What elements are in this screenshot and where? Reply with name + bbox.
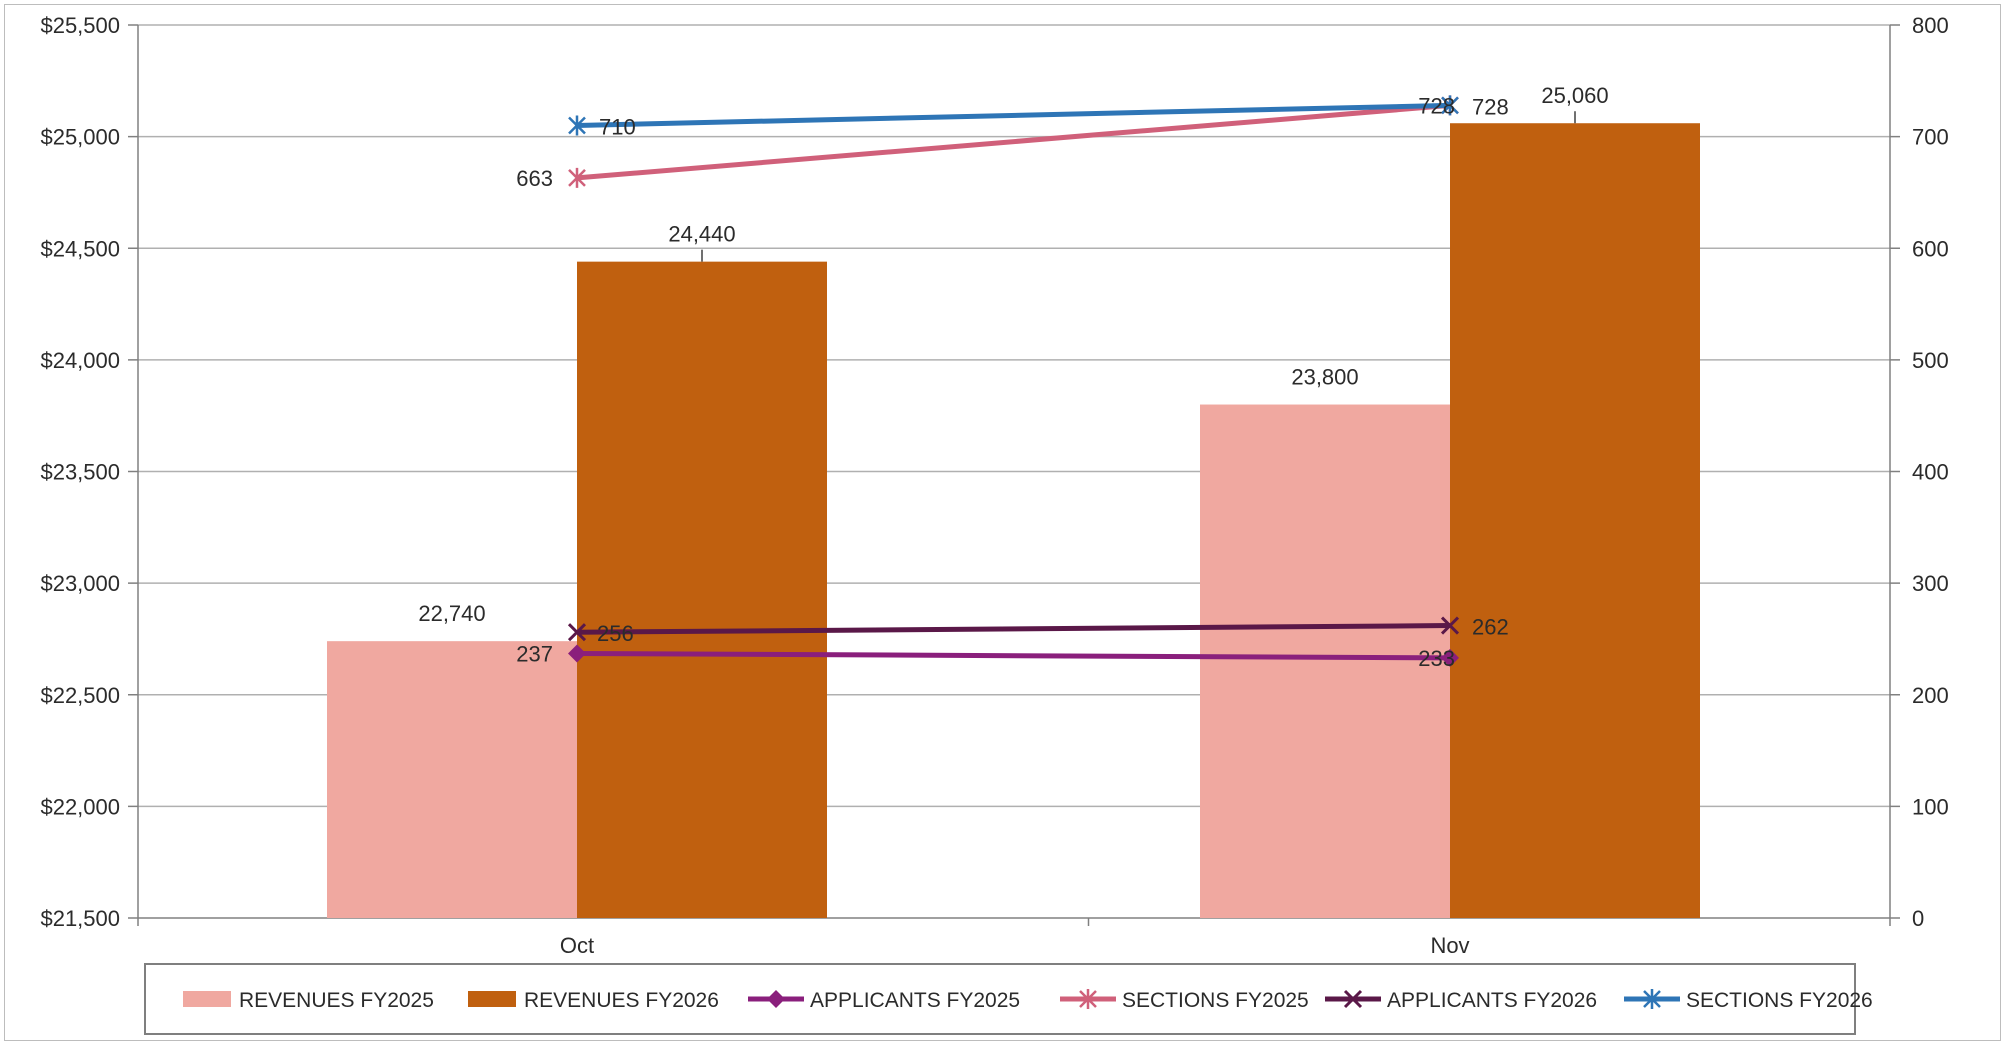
bar-value-label: 23,800 [1291,365,1358,390]
line-value-label: 663 [516,166,553,191]
axes: $21,500 $22,000 $22,500 $23,000 $23,500 $24,0… [40,13,1948,958]
bar [577,261,827,918]
asterisk-marker [1079,989,1097,1009]
y-right-tick-label: 200 [1912,683,1949,708]
y-left-tick-label: $24,500 [40,236,120,261]
line-value-label: 237 [516,641,553,666]
y-left-tick-label: $23,000 [40,571,120,596]
diamond-marker [767,990,785,1008]
y-right-tick-label: 100 [1912,794,1949,819]
lines [567,95,1460,667]
asterisk-marker [1643,989,1661,1009]
legend-label: REVENUES FY2025 [239,989,434,1012]
legend-label: APPLICANTS FY2026 [1387,989,1597,1012]
asterisk-marker [1441,95,1459,116]
diamond-marker [568,644,586,663]
x-tick-label: Nov [1430,933,1469,958]
line-value-label: 710 [599,114,636,139]
line-value-label: 262 [1472,615,1509,640]
y-left-tick-label: $21,500 [40,906,120,931]
x-marker [1343,989,1363,1009]
bar [1450,123,1700,919]
y-right-tick-label: 600 [1912,236,1949,261]
data-labels: 22,740 23,800 24,440 25,060 237 233 663 728 256 2… [418,83,1608,671]
legend-swatch [183,991,231,1007]
line-value-label: 728 [1472,94,1509,119]
legend-label: SECTIONS FY2026 [1686,989,1873,1012]
x-marker [1440,616,1460,635]
series-line [576,650,1451,661]
series-line [576,102,1451,181]
series-line [576,623,1451,635]
y-right-tick-label: 800 [1912,13,1949,38]
asterisk-marker [568,115,586,136]
chart-frame [4,4,2001,1041]
legend-swatch [468,991,516,1007]
bar-value-label: 24,440 [668,222,735,247]
legend-label: REVENUES FY2026 [524,989,719,1012]
bar [327,641,577,918]
x-marker [567,623,587,642]
legend-box [144,963,1856,1035]
y-left-tick-label: $24,000 [40,348,120,373]
y-left-tick-label: $23,500 [40,460,120,485]
line-value-label: 256 [597,621,634,646]
bar [1200,404,1450,918]
bar-value-label: 22,740 [418,601,485,626]
legend-label: APPLICANTS FY2025 [810,989,1020,1012]
y-left-tick-label: $22,000 [40,794,120,819]
y-right-tick-label: 300 [1912,571,1949,596]
legend-label: SECTIONS FY2025 [1122,989,1309,1012]
y-right-tick-label: 0 [1912,906,1924,931]
bar-value-label: 25,060 [1541,83,1608,108]
asterisk-marker [568,167,586,188]
y-right-tick-label: 400 [1912,460,1949,485]
y-right-tick-label: 500 [1912,348,1949,373]
line-value-label: 233 [1418,646,1455,671]
series-line [576,102,1451,128]
y-left-tick-label: $25,500 [40,13,120,38]
y-right-tick-label: 700 [1912,125,1949,150]
bars [327,111,1700,919]
diamond-marker [1441,648,1459,667]
x-tick-label: Oct [560,933,594,958]
y-left-tick-label: $25,000 [40,125,120,150]
legend: REVENUES FY2025 REVENUES FY2026 APPLICANTS… [144,963,1873,1035]
y-left-tick-label: $22,500 [40,683,120,708]
line-value-label: 728 [1418,93,1455,118]
